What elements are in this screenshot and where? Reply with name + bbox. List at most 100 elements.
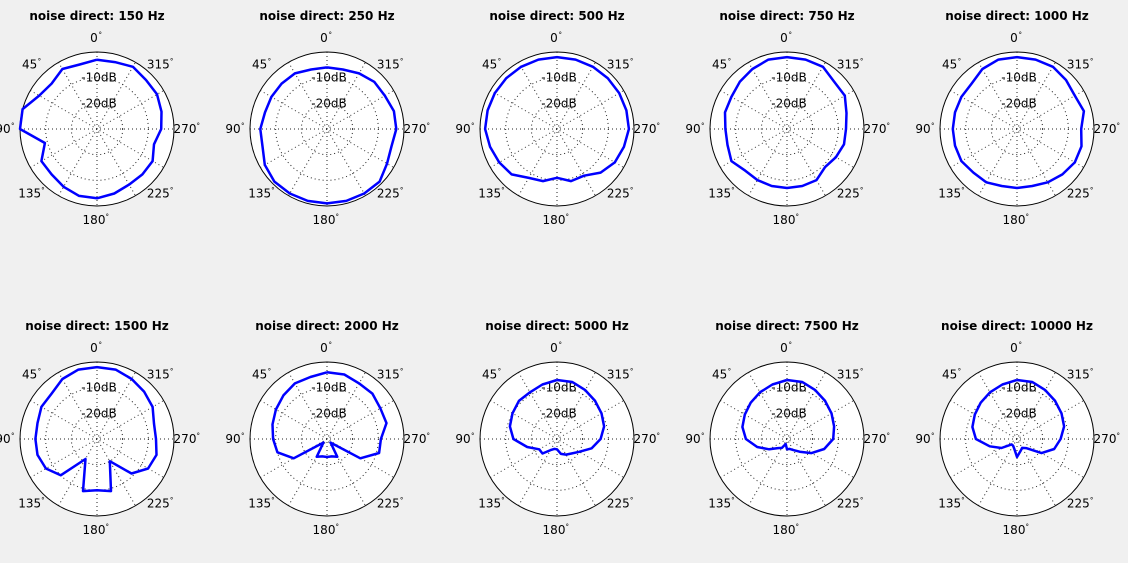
angle-label-315: 315 (607, 368, 630, 382)
angle-label-270: 270 (174, 432, 197, 446)
grid-ring-2 (990, 102, 1044, 156)
degree-sign: ° (99, 31, 103, 39)
chart-title: noise direct: 10000 Hz (941, 319, 1093, 333)
ring-label: -10dB (311, 71, 346, 85)
angle-label-225: 225 (147, 186, 170, 200)
angle-label-0: 0 (780, 341, 788, 355)
angle-label-270: 270 (1094, 432, 1117, 446)
angle-label-225: 225 (1067, 186, 1090, 200)
angle-label-45: 45 (482, 368, 497, 382)
angle-label-45: 45 (22, 368, 37, 382)
angle-label-180: 180 (1003, 213, 1026, 227)
degree-sign: ° (498, 368, 502, 376)
degree-sign: ° (336, 523, 340, 531)
angle-label-0: 0 (320, 31, 328, 45)
chart-title: noise direct: 150 Hz (29, 9, 164, 23)
polar-series-line (951, 55, 1086, 190)
angle-label-225: 225 (837, 496, 860, 510)
angle-label-180: 180 (543, 213, 566, 227)
angle-label-90: 90 (685, 122, 700, 136)
ring-label: -10dB (81, 71, 116, 85)
polar-series-line (971, 378, 1066, 459)
degree-sign: ° (1117, 122, 1121, 130)
angle-label-135: 135 (478, 186, 501, 200)
angle-label-90: 90 (225, 122, 240, 136)
angle-label-0: 0 (90, 341, 98, 355)
chart-title: noise direct: 750 Hz (719, 9, 854, 23)
angle-label-225: 225 (607, 186, 630, 200)
angle-label-135: 135 (248, 496, 271, 510)
degree-sign: ° (170, 186, 174, 194)
degree-sign: ° (961, 496, 965, 504)
ring-label: -20dB (1001, 406, 1036, 420)
grid-ring-2 (70, 412, 124, 466)
angle-label-270: 270 (404, 432, 427, 446)
degree-sign: ° (630, 186, 634, 194)
angle-label-180: 180 (773, 213, 796, 227)
degree-sign: ° (400, 368, 404, 376)
angle-label-90: 90 (455, 432, 470, 446)
ring-label: -10dB (81, 381, 116, 395)
angle-label-45: 45 (712, 58, 727, 72)
degree-sign: ° (1026, 523, 1030, 531)
polar-series-line (259, 66, 398, 205)
angle-label-180: 180 (1003, 523, 1026, 537)
ring-label: -20dB (541, 406, 576, 420)
grid-spoke (288, 372, 366, 506)
grid-ring-2 (990, 412, 1044, 466)
degree-sign: ° (630, 496, 634, 504)
degree-sign: ° (268, 58, 272, 66)
degree-sign: ° (241, 432, 245, 440)
grid-spoke (288, 62, 366, 196)
degree-sign: ° (887, 432, 891, 440)
angle-label-225: 225 (607, 496, 630, 510)
ring-label: -20dB (81, 96, 116, 110)
degree-sign: ° (1090, 58, 1094, 66)
degree-sign: ° (860, 368, 864, 376)
degree-sign: ° (501, 496, 505, 504)
degree-sign: ° (336, 213, 340, 221)
degree-sign: ° (796, 213, 800, 221)
degree-sign: ° (961, 186, 965, 194)
degree-sign: ° (427, 122, 431, 130)
degree-sign: ° (268, 368, 272, 376)
degree-sign: ° (1019, 341, 1023, 349)
degree-sign: ° (170, 496, 174, 504)
angle-label-180: 180 (313, 523, 336, 537)
angle-label-90: 90 (685, 432, 700, 446)
degree-sign: ° (789, 341, 793, 349)
degree-sign: ° (657, 432, 661, 440)
degree-sign: ° (501, 186, 505, 194)
polar-series-line (34, 365, 158, 493)
angle-label-270: 270 (174, 122, 197, 136)
angle-label-270: 270 (864, 122, 887, 136)
chart-title: noise direct: 500 Hz (489, 9, 624, 23)
degree-sign: ° (41, 496, 45, 504)
angle-label-0: 0 (320, 341, 328, 355)
polar-series-line (741, 378, 836, 455)
degree-sign: ° (170, 368, 174, 376)
angle-label-270: 270 (634, 432, 657, 446)
grid-ring-2 (530, 102, 584, 156)
angle-label-180: 180 (773, 523, 796, 537)
degree-sign: ° (796, 523, 800, 531)
ring-label: -20dB (771, 406, 806, 420)
degree-sign: ° (197, 432, 201, 440)
degree-sign: ° (106, 523, 110, 531)
degree-sign: ° (860, 496, 864, 504)
angle-label-45: 45 (482, 58, 497, 72)
chart-title: noise direct: 7500 Hz (715, 319, 859, 333)
ring-label: -20dB (771, 96, 806, 110)
ring-label: -20dB (541, 96, 576, 110)
degree-sign: ° (11, 122, 15, 130)
ring-label: -20dB (81, 406, 116, 420)
angle-label-45: 45 (252, 58, 267, 72)
ring-label: -20dB (1001, 96, 1036, 110)
degree-sign: ° (400, 186, 404, 194)
angle-label-90: 90 (0, 432, 11, 446)
degree-sign: ° (1090, 496, 1094, 504)
angle-label-270: 270 (634, 122, 657, 136)
